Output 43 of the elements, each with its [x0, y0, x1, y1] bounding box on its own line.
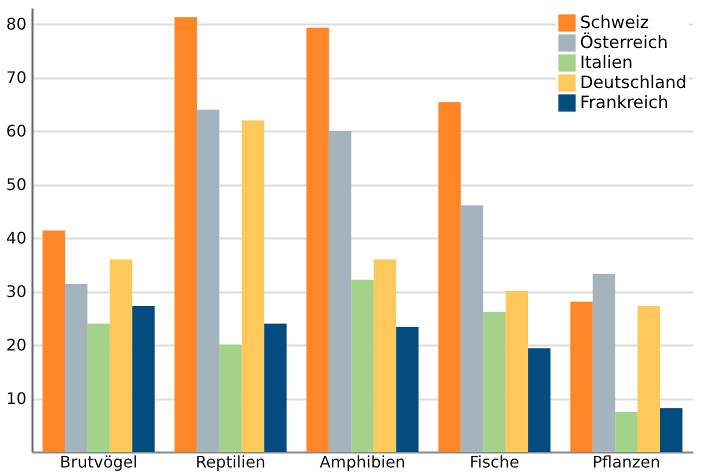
- y-tick-label: 20: [6, 336, 26, 355]
- legend-label: Frankreich: [580, 93, 668, 113]
- x-tick-label: Brutvögel: [60, 452, 138, 472]
- bar: [460, 205, 484, 452]
- bar: [592, 274, 616, 452]
- bar: [174, 17, 197, 452]
- y-tick-label: 70: [6, 68, 26, 88]
- bar: [660, 408, 682, 452]
- bar: [483, 312, 506, 452]
- bar: [528, 348, 551, 452]
- bar: [64, 284, 88, 452]
- x-tick-label: Pflanzen: [592, 452, 660, 472]
- bar: [219, 344, 242, 452]
- bar: [328, 131, 352, 452]
- bar: [264, 324, 287, 452]
- y-tick-label: 10: [6, 389, 26, 408]
- y-tick-label: 30: [6, 282, 26, 302]
- bar: [615, 412, 638, 452]
- bar: [570, 302, 593, 452]
- bar: [396, 326, 419, 452]
- y-tick-label: 40: [6, 228, 26, 248]
- legend-label: Schweiz: [580, 13, 649, 33]
- bar: [374, 259, 396, 452]
- bar: [242, 120, 264, 452]
- bar: [87, 324, 110, 452]
- bar: [196, 110, 220, 452]
- bar: [42, 230, 65, 452]
- bar: [132, 306, 155, 452]
- bar: [351, 280, 374, 452]
- bar: [306, 28, 329, 452]
- bar: [110, 259, 132, 452]
- x-tick-label: Fische: [470, 452, 520, 472]
- legend-label: Italien: [580, 53, 633, 73]
- bar: [506, 290, 528, 452]
- legend-label: Österreich: [580, 32, 668, 53]
- y-tick-label: 60: [6, 122, 26, 141]
- x-tick-label: Reptilien: [196, 452, 266, 472]
- bar: [638, 306, 660, 452]
- y-tick-label: 50: [6, 175, 26, 194]
- bar: [438, 102, 461, 452]
- y-tick-label: 80: [6, 14, 26, 34]
- x-tick-label: Amphibien: [320, 452, 406, 472]
- legend-label: Deutschland: [580, 73, 687, 93]
